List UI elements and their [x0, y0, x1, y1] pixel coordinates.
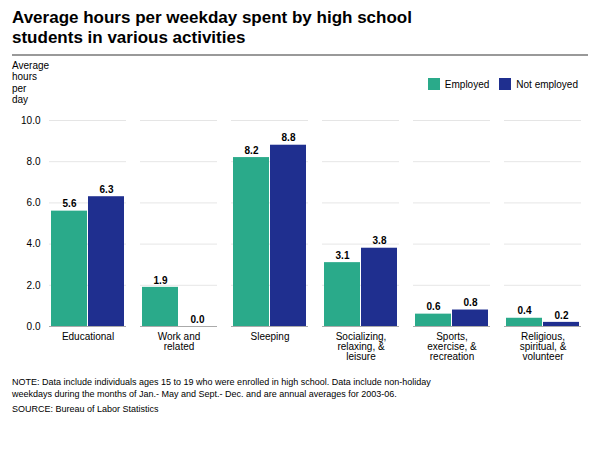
svg-text:4.0: 4.0	[27, 238, 41, 249]
svg-text:5.6: 5.6	[63, 198, 77, 209]
svg-text:8.0: 8.0	[27, 156, 41, 167]
svg-text:0.0: 0.0	[191, 313, 205, 324]
svg-text:Work andrelated: Work andrelated	[158, 330, 201, 351]
svg-text:3.1: 3.1	[336, 250, 350, 261]
svg-text:6.3: 6.3	[100, 184, 114, 195]
svg-text:3.8: 3.8	[373, 235, 387, 246]
svg-text:0.8: 0.8	[464, 297, 478, 308]
svg-text:Sports,exercise, &recreation: Sports,exercise, &recreation	[427, 330, 477, 361]
svg-text:1.9: 1.9	[154, 274, 168, 285]
svg-text:8.8: 8.8	[282, 132, 296, 143]
html-text:Average hours per weekday spen: Average hours per weekday spent by high …	[12, 8, 412, 48]
html-text:Average hours per day: Average hours per day	[12, 59, 50, 106]
html-text:NOTE: Data include individuals: NOTE: Data include individuals ages 15 t…	[12, 376, 431, 399]
svg-text:0.0: 0.0	[27, 320, 41, 331]
svg-text:2.0: 2.0	[27, 279, 41, 290]
html-text:Not employed: Not employed	[516, 78, 578, 90]
svg-text:0.2: 0.2	[555, 309, 569, 320]
html-text:Employed: Employed	[444, 78, 490, 90]
svg-text:6.0: 6.0	[27, 197, 41, 208]
svg-text:Socializing,relaxing, &leisure: Socializing,relaxing, &leisure	[336, 330, 387, 361]
svg-text:10.0: 10.0	[21, 114, 41, 125]
svg-text:Religious,spiritual, &voluntee: Religious,spiritual, &volunteer	[520, 330, 567, 361]
svg-text:8.2: 8.2	[245, 145, 259, 156]
svg-text:Sleeping: Sleeping	[251, 330, 290, 341]
html-text:SOURCE: Bureau of Labor Statis: SOURCE: Bureau of Labor Statistics	[12, 404, 159, 415]
svg-text:Educational: Educational	[62, 330, 114, 341]
svg-text:0.4: 0.4	[518, 305, 532, 316]
svg-text:0.6: 0.6	[427, 301, 441, 312]
